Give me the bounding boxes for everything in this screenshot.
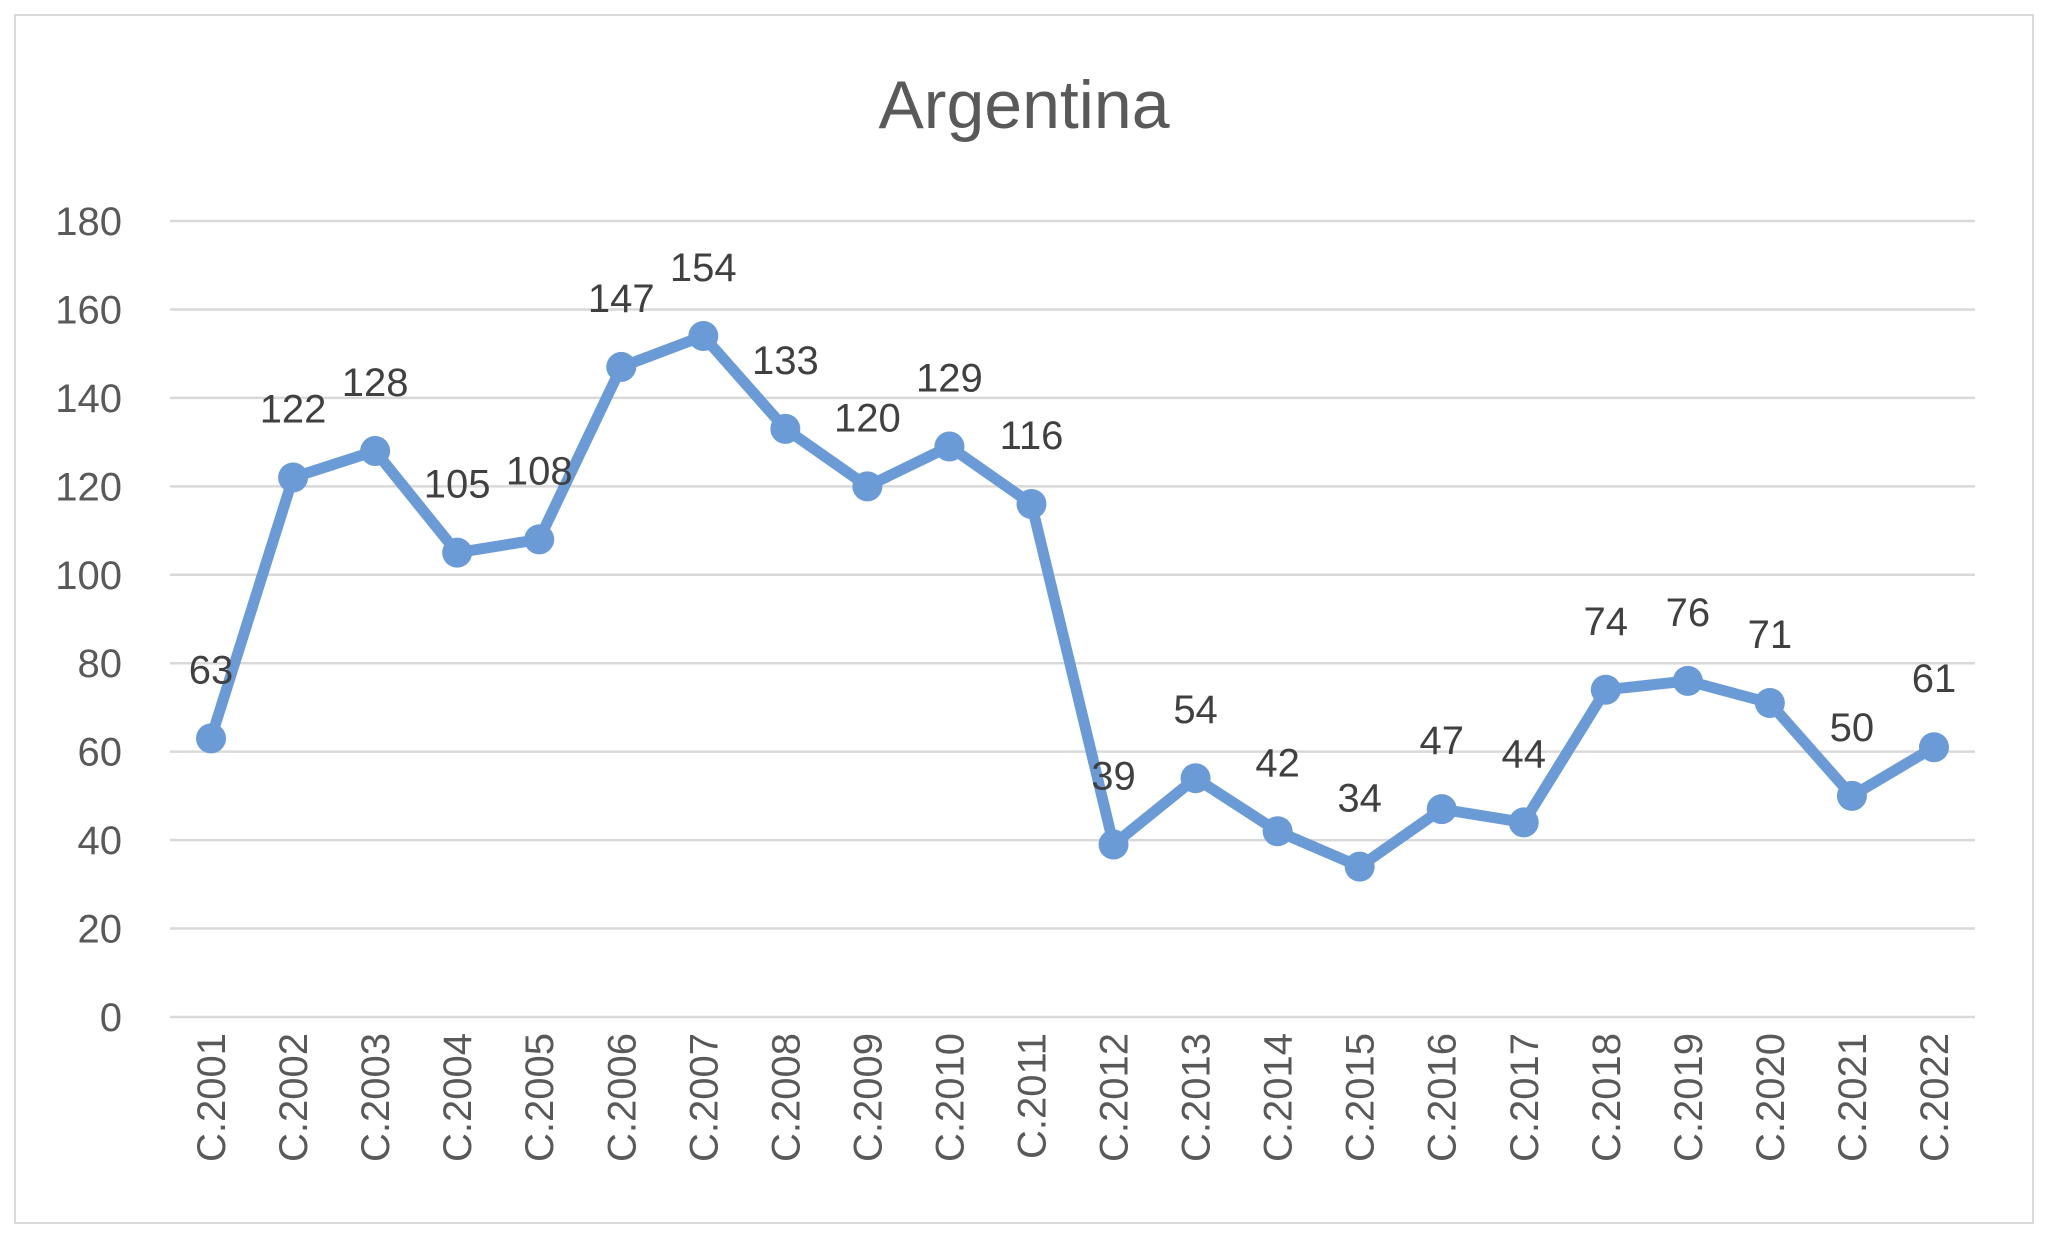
data-point [196,723,227,754]
x-axis-ticks: C.2001 C.2002 C.2003 C.2004 C.2005 C.2006 C.20… [190,1033,1957,1162]
data-point [1672,665,1703,696]
data-point [770,413,801,444]
data-label: 34 [1337,777,1382,821]
x-tick-label: C.2014 [1257,1033,1301,1162]
x-tick-label: C.2015 [1339,1033,1383,1162]
data-point [688,320,719,351]
x-tick-label: C.2018 [1585,1033,1629,1162]
data-label: 44 [1502,732,1547,776]
data-point [1426,794,1457,825]
data-point [1836,780,1867,811]
data-label: 147 [588,277,655,321]
y-tick-label: 180 [55,200,122,244]
x-tick-label: C.2005 [518,1033,562,1162]
x-tick-label: C.2003 [354,1033,398,1162]
gridlines [170,219,1975,1019]
chart-frame [14,14,2034,1224]
data-point [360,435,391,466]
data-label: 129 [916,357,983,401]
x-tick-label: C.2007 [682,1033,726,1162]
data-point [1016,489,1047,520]
data-label: 154 [670,246,737,290]
x-tick-label: C.2019 [1667,1033,1711,1162]
y-tick-label: 140 [55,377,122,421]
data-label: 61 [1912,657,1957,701]
data-point [934,431,965,462]
data-label: 76 [1666,591,1711,635]
x-tick-label: C.2004 [436,1033,480,1162]
data-point [1098,829,1129,860]
data-label: 71 [1748,613,1793,657]
series-line [205,330,1940,873]
data-labels: 63 122 128 105 108 147 154 133 120 129 116 39 54 42 34… [189,246,1956,821]
x-tick-label: C.2016 [1421,1033,1465,1162]
x-tick-label: C.2013 [1175,1033,1219,1162]
data-point [1590,674,1621,705]
x-tick-label: C.2001 [190,1033,234,1162]
x-tick-label: C.2012 [1093,1033,1137,1162]
data-label: 47 [1419,719,1464,763]
data-label: 74 [1584,600,1629,644]
x-tick-label: C.2021 [1831,1033,1875,1162]
x-tick-label: C.2002 [272,1033,316,1162]
x-tick-label: C.2008 [764,1033,808,1162]
data-label: 120 [834,396,901,440]
data-point [1344,851,1375,882]
y-tick-label: 160 [55,288,122,332]
data-label: 50 [1830,706,1875,750]
y-tick-label: 120 [55,465,122,509]
y-tick-label: 100 [55,554,122,598]
x-tick-label: C.2020 [1749,1033,1793,1162]
data-label: 54 [1173,688,1218,732]
y-tick-label: 40 [78,819,123,863]
data-point [852,471,883,502]
x-tick-label: C.2017 [1503,1033,1547,1162]
y-tick-label: 0 [100,996,122,1040]
data-label: 116 [1000,414,1064,458]
y-axis-ticks: 0 20 40 60 80 100 120 140 160 180 [55,200,122,1040]
data-point [1262,816,1293,847]
data-point [1508,807,1539,838]
data-label: 42 [1255,741,1300,785]
x-tick-label: C.2006 [600,1033,644,1162]
y-tick-label: 80 [78,642,123,686]
data-point [524,524,555,555]
y-tick-label: 60 [78,731,123,775]
y-tick-label: 20 [78,908,123,952]
x-tick-label: C.2022 [1913,1033,1957,1162]
x-tick-label: C.2011 [1010,1033,1054,1159]
data-point [1918,732,1949,763]
data-label: 63 [189,648,234,692]
data-point [1180,763,1211,794]
data-point [278,462,309,493]
data-point [442,537,473,568]
data-label: 133 [752,339,819,383]
chart-title: Argentina [878,67,1169,143]
data-label: 128 [342,361,409,405]
x-tick-label: C.2009 [846,1033,890,1162]
data-points [196,320,1949,882]
data-label: 122 [260,387,327,431]
data-point [1754,688,1785,719]
data-point [606,351,637,382]
data-label: 39 [1091,755,1136,799]
data-label: 105 [424,463,491,507]
x-tick-label: C.2010 [928,1033,972,1162]
data-label: 108 [506,449,573,493]
